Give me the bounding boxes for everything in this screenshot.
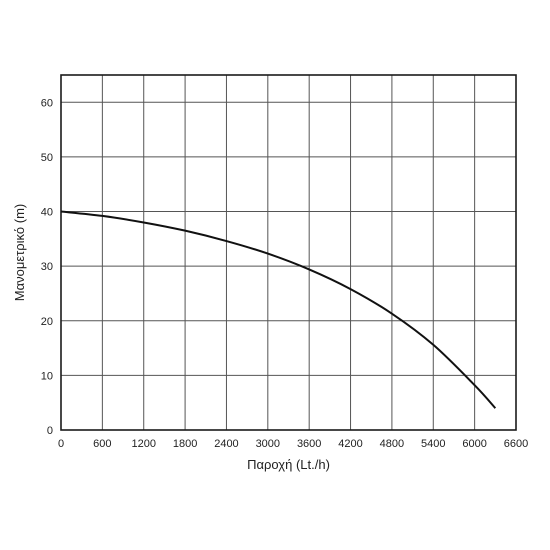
x-axis-title: Παροχή (Lt./h) xyxy=(247,457,330,472)
x-tick-label: 3600 xyxy=(297,438,321,450)
y-axis-title: Μανομετρικό (m) xyxy=(12,204,27,301)
y-tick-label: 60 xyxy=(41,97,53,109)
x-tick-label: 2400 xyxy=(214,438,238,450)
x-tick-label: 5400 xyxy=(421,438,445,450)
x-tick-label: 3000 xyxy=(256,438,280,450)
y-tick-label: 30 xyxy=(41,261,53,273)
plot-frame xyxy=(60,74,517,431)
x-tick-label: 4800 xyxy=(380,438,404,450)
y-axis-ticks: 0 10 20 30 40 50 60 xyxy=(41,97,53,437)
x-tick-label: 6000 xyxy=(462,438,486,450)
x-tick-label: 1200 xyxy=(131,438,155,450)
x-tick-label: 0 xyxy=(58,438,64,450)
x-axis-ticks: 0 600 1200 1800 2400 3000 3600 4200 4800 5400 6000… xyxy=(58,438,528,450)
x-tick-label: 6600 xyxy=(504,438,528,450)
y-tick-label: 0 xyxy=(47,425,53,437)
y-tick-label: 50 xyxy=(41,152,53,164)
y-tick-label: 40 xyxy=(41,207,53,219)
x-tick-label: 600 xyxy=(93,438,111,450)
x-tick-label: 1800 xyxy=(173,438,197,450)
y-tick-label: 10 xyxy=(41,370,53,382)
grid xyxy=(61,75,516,430)
series-line xyxy=(60,210,497,409)
y-tick-label: 20 xyxy=(41,316,53,328)
x-tick-label: 4200 xyxy=(338,438,362,450)
